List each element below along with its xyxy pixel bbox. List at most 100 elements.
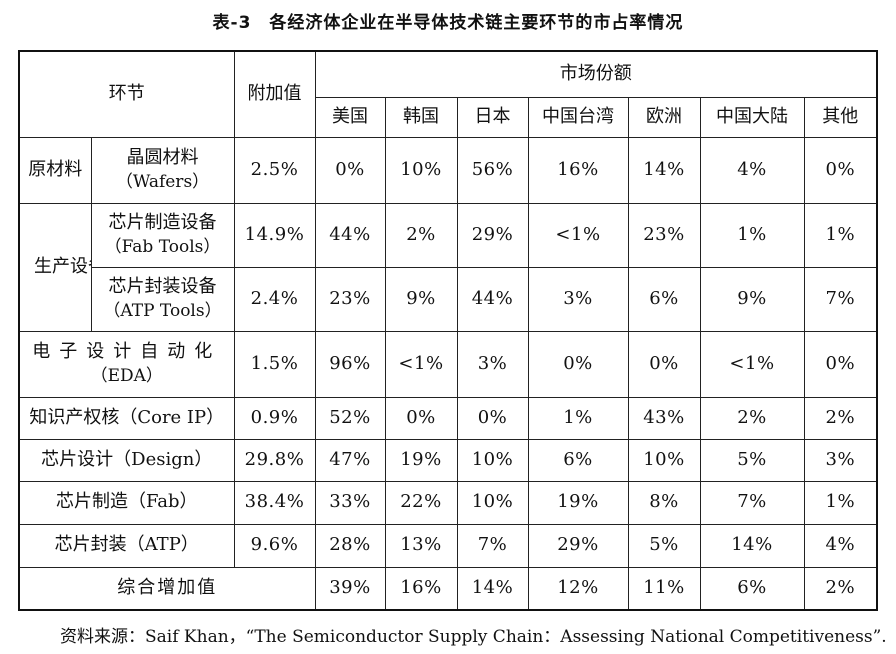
segment-name: 芯片制造（Fab） — [18, 480, 235, 525]
share-cell: 16% — [527, 136, 629, 204]
value-added-cell: 2.5% — [233, 136, 316, 204]
header-segment: 环节 — [18, 50, 235, 138]
share-cell: 9% — [384, 266, 458, 332]
value-added-cell: 9.6% — [233, 523, 316, 568]
share-cell: 1% — [699, 202, 805, 268]
share-cell: 3% — [456, 330, 529, 398]
share-cell: <1% — [699, 330, 805, 398]
table-title: 表-3 各经济体企业在半导体技术链主要环节的市占率情况 — [212, 13, 684, 33]
share-cell: 44% — [456, 266, 529, 332]
total-cell: 11% — [627, 566, 701, 611]
header-region: 美国 — [314, 96, 386, 138]
share-cell: 1% — [527, 396, 629, 440]
segment-cell: 芯片封装设备 （ATP Tools） — [90, 266, 235, 332]
table-row: 芯片封装（ATP） 9.6% 28% 13% 7% 29% 5% 14% 4% — [18, 523, 879, 568]
share-cell: 29% — [527, 523, 629, 568]
source-note: 资料来源：Saif Khan，“The Semiconductor Supply… — [60, 627, 887, 647]
header-region: 欧洲 — [627, 96, 701, 138]
share-cell: 7% — [699, 480, 805, 525]
share-cell: 33% — [314, 480, 386, 525]
share-cell: 0% — [314, 136, 386, 204]
segment-name: 晶圆材料 — [126, 147, 199, 169]
total-cell: 6% — [699, 566, 805, 611]
share-cell: 23% — [314, 266, 386, 332]
table-row: 知识产权核（Core IP） 0.9% 52% 0% 0% 1% 43% 2% … — [18, 396, 879, 440]
header-region: 日本 — [456, 96, 529, 138]
share-cell: 2% — [384, 202, 458, 268]
segment-name-en: （ATP Tools） — [103, 300, 222, 321]
share-cell: 5% — [627, 523, 701, 568]
share-cell: 10% — [456, 480, 529, 525]
share-cell: 6% — [527, 438, 629, 482]
header-market-share: 市场份额 — [314, 50, 879, 98]
segment-name: 芯片封装设备 — [108, 276, 217, 298]
header-row-2: 美国 韩国 日本 中国台湾 欧洲 中国大陆 其他 — [19, 96, 879, 138]
header-region: 韩国 — [384, 96, 458, 138]
share-cell: 10% — [456, 438, 529, 482]
share-cell: 0% — [803, 136, 879, 204]
share-cell: 0% — [803, 330, 879, 398]
share-cell: 13% — [384, 523, 458, 568]
segment-name-en: （EDA） — [90, 365, 163, 386]
segment-cell: 电子设计自动化 （EDA） — [18, 330, 235, 398]
value-added-cell: 14.9% — [233, 202, 316, 268]
header-region: 中国台湾 — [527, 96, 629, 138]
value-added-cell: 38.4% — [233, 480, 316, 525]
total-cell: 12% — [527, 566, 629, 611]
share-cell: 4% — [803, 523, 879, 568]
share-cell: 0% — [384, 396, 458, 440]
share-cell: 19% — [384, 438, 458, 482]
header-region: 其他 — [803, 96, 879, 138]
share-cell: 0% — [627, 330, 701, 398]
share-cell: 44% — [314, 202, 386, 268]
group-label: 生产设备 — [18, 202, 92, 332]
value-added-cell: 29.8% — [233, 438, 316, 482]
share-cell: 43% — [627, 396, 701, 440]
total-cell: 16% — [384, 566, 458, 611]
share-cell: 29% — [456, 202, 529, 268]
share-cell: 10% — [384, 136, 458, 204]
share-cell: 28% — [314, 523, 386, 568]
value-added-cell: 0.9% — [233, 396, 316, 440]
table-row: 电子设计自动化 （EDA） 1.5% 96% <1% 3% 0% 0% <1% … — [18, 330, 879, 398]
total-row: 综合增加值 39% 16% 14% 12% 11% 6% 2% — [18, 566, 879, 611]
share-cell: 23% — [627, 202, 701, 268]
table-row: 原材料 晶圆材料 （Wafers） 2.5% 0% 10% 56% 16% 14… — [18, 136, 879, 204]
market-share-table: 环节 附加值 市场份额 美国 韩国 日本 中国台湾 欧洲 中国大陆 其他 原材料… — [18, 50, 879, 611]
header-region: 中国大陆 — [699, 96, 805, 138]
share-cell: 3% — [527, 266, 629, 332]
segment-name: 芯片封装（ATP） — [18, 523, 235, 568]
table-row: 芯片制造（Fab） 38.4% 33% 22% 10% 19% 8% 7% 1% — [18, 480, 879, 525]
segment-cell: 芯片制造设备 （Fab Tools） — [90, 202, 235, 268]
share-cell: <1% — [527, 202, 629, 268]
share-cell: 5% — [699, 438, 805, 482]
share-cell: 96% — [314, 330, 386, 398]
share-cell: 0% — [456, 396, 529, 440]
share-cell: 1% — [803, 202, 879, 268]
share-cell: 14% — [699, 523, 805, 568]
share-cell: 8% — [627, 480, 701, 525]
value-added-cell: 1.5% — [233, 330, 316, 398]
share-cell: 7% — [456, 523, 529, 568]
share-cell: 52% — [314, 396, 386, 440]
share-cell: 6% — [627, 266, 701, 332]
value-added-cell: 2.4% — [233, 266, 316, 332]
segment-name: 电子设计自动化 — [32, 341, 222, 363]
segment-cell: 晶圆材料 （Wafers） — [90, 136, 235, 204]
total-label: 综合增加值 — [18, 566, 316, 611]
total-cell: 14% — [456, 566, 529, 611]
header-value-added: 附加值 — [233, 50, 316, 138]
share-cell: 3% — [803, 438, 879, 482]
share-cell: 19% — [527, 480, 629, 525]
share-cell: 2% — [803, 396, 879, 440]
total-cell: 39% — [314, 566, 386, 611]
share-cell: 9% — [699, 266, 805, 332]
share-cell: 56% — [456, 136, 529, 204]
share-cell: 10% — [627, 438, 701, 482]
segment-name: 知识产权核（Core IP） — [18, 396, 235, 440]
share-cell: <1% — [384, 330, 458, 398]
table-row: 芯片封装设备 （ATP Tools） 2.4% 23% 9% 44% 3% 6%… — [19, 266, 879, 332]
header-row-1: 环节 附加值 市场份额 — [18, 50, 879, 138]
share-cell: 22% — [384, 480, 458, 525]
table-row: 芯片设计（Design） 29.8% 47% 19% 10% 6% 10% 5%… — [18, 438, 879, 482]
